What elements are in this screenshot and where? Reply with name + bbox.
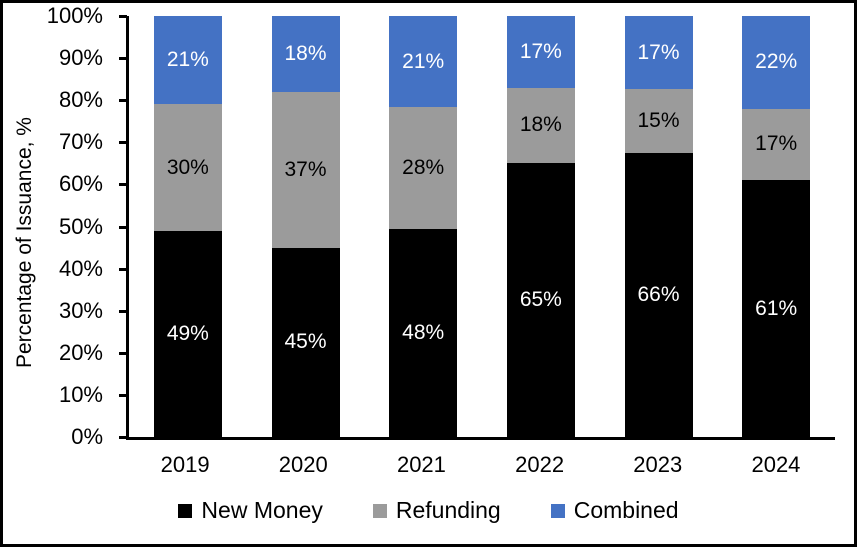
bar-value-label: 28% xyxy=(402,155,445,179)
bar-segment-new-money: 48% xyxy=(389,228,458,437)
bar-value-label: 45% xyxy=(284,330,327,354)
y-axis-tickmark xyxy=(119,436,127,439)
bar-segment-refunding: 18% xyxy=(506,87,575,164)
x-axis-label-2024: 2024 xyxy=(751,452,801,477)
bar-slot-2020: 45% 37% 18% xyxy=(247,16,365,437)
y-axis-tickmark xyxy=(119,309,127,313)
y-axis-tickmark xyxy=(119,351,127,355)
legend-label: New Money xyxy=(201,497,323,523)
bar-value-label: 49% xyxy=(166,321,209,345)
y-tick-label: 20% xyxy=(58,339,103,365)
y-tick-label: 10% xyxy=(58,381,103,407)
bar-value-label: 48% xyxy=(402,320,445,344)
plot-area: 49% 30% 21% 45% 37% 18% 48% 28% 21% 65% 18% 17% 66% 1… xyxy=(119,15,835,440)
bar-value-label: 17% xyxy=(755,132,798,156)
y-tick-label: 80% xyxy=(58,87,103,113)
bar-slot-2022: 65% 18% 17% xyxy=(482,16,600,437)
bar-segment-refunding: 37% xyxy=(271,91,340,248)
bar-segment-new-money: 66% xyxy=(624,153,693,437)
bar-segment-refunding: 30% xyxy=(153,104,222,231)
legend-swatch-refunding xyxy=(372,503,387,518)
bar-segment-new-money: 49% xyxy=(153,230,222,437)
y-tick-label: 100% xyxy=(46,3,103,28)
bar-value-label: 61% xyxy=(755,296,798,320)
bar-value-label: 30% xyxy=(166,155,209,179)
legend-item-new-money: New Money xyxy=(178,497,323,524)
bar-value-label: 21% xyxy=(402,49,445,73)
bar-slot-2024: 61% 17% 22% xyxy=(717,16,835,437)
y-axis-tickmark xyxy=(119,393,127,397)
y-tick-label: 0% xyxy=(71,424,103,449)
bar-2024: 61% 17% 22% xyxy=(742,16,811,437)
bar-segment-combined: 22% xyxy=(742,16,811,109)
bar-value-label: 22% xyxy=(755,50,798,74)
y-tick-label: 50% xyxy=(58,213,103,239)
y-axis-tickmark xyxy=(119,183,127,187)
bar-slot-2019: 49% 30% 21% xyxy=(129,16,247,437)
bar-value-label: 18% xyxy=(519,113,562,137)
y-tick-label: 40% xyxy=(58,255,103,281)
bar-segment-combined: 18% xyxy=(271,16,340,92)
bar-segment-new-money: 65% xyxy=(506,163,575,437)
legend-label: Refunding xyxy=(395,497,501,523)
y-tick-label: 60% xyxy=(58,171,103,197)
bar-value-label: 17% xyxy=(637,40,680,64)
y-axis-tick-labels: 0% 10% 20% 30% 40% 50% 60% 70% 80% 90% 100% xyxy=(3,3,103,449)
x-axis-label-2019: 2019 xyxy=(160,452,210,477)
y-axis-tickmark xyxy=(119,267,127,271)
bar-value-label: 15% xyxy=(637,109,680,133)
bar-value-label: 17% xyxy=(519,39,562,63)
bar-2020: 45% 37% 18% xyxy=(271,16,340,437)
bar-value-label: 37% xyxy=(284,157,327,181)
legend-item-refunding: Refunding xyxy=(372,497,501,524)
bar-2022: 65% 18% 17% xyxy=(506,16,575,437)
x-axis-tick-labels: 2019 2020 2021 2022 2023 2024 xyxy=(126,452,835,478)
bar-value-label: 18% xyxy=(284,41,327,65)
legend: New Money Refunding Combined xyxy=(3,497,854,524)
legend-item-combined: Combined xyxy=(550,497,679,524)
bar-value-label: 66% xyxy=(637,283,680,307)
y-tick-label: 90% xyxy=(58,45,103,71)
bar-2019: 49% 30% 21% xyxy=(153,16,222,437)
x-axis-label-2021: 2021 xyxy=(396,452,446,477)
bar-2023: 66% 15% 17% xyxy=(624,16,693,437)
bar-segment-combined: 21% xyxy=(389,16,458,108)
bar-slot-2021: 48% 28% 21% xyxy=(364,16,482,437)
bar-segment-combined: 21% xyxy=(153,16,222,105)
bar-segment-new-money: 61% xyxy=(742,180,811,437)
y-axis-tickmark xyxy=(119,15,127,18)
y-axis-tickmark xyxy=(119,141,127,145)
bar-segment-refunding: 17% xyxy=(742,108,811,181)
y-axis-tickmark xyxy=(119,99,127,103)
y-tick-label: 30% xyxy=(58,297,103,323)
bar-segment-refunding: 15% xyxy=(624,89,693,154)
bar-segment-new-money: 45% xyxy=(271,247,340,437)
y-axis-tickmark xyxy=(119,57,127,61)
bar-segment-refunding: 28% xyxy=(389,107,458,229)
legend-label: Combined xyxy=(573,497,679,523)
bar-slot-2023: 66% 15% 17% xyxy=(600,16,718,437)
x-axis-label-2020: 2020 xyxy=(278,452,328,477)
x-axis-label-2022: 2022 xyxy=(515,452,565,477)
x-axis-label-2023: 2023 xyxy=(633,452,683,477)
bar-value-label: 21% xyxy=(166,48,209,72)
bar-segment-combined: 17% xyxy=(624,16,693,90)
legend-swatch-new-money xyxy=(178,503,193,518)
bar-2021: 48% 28% 21% xyxy=(389,16,458,437)
legend-swatch-combined xyxy=(550,503,565,518)
bar-value-label: 65% xyxy=(519,288,562,312)
y-axis-tickmark xyxy=(119,225,127,229)
bar-segment-combined: 17% xyxy=(506,16,575,88)
y-tick-label: 70% xyxy=(58,129,103,155)
